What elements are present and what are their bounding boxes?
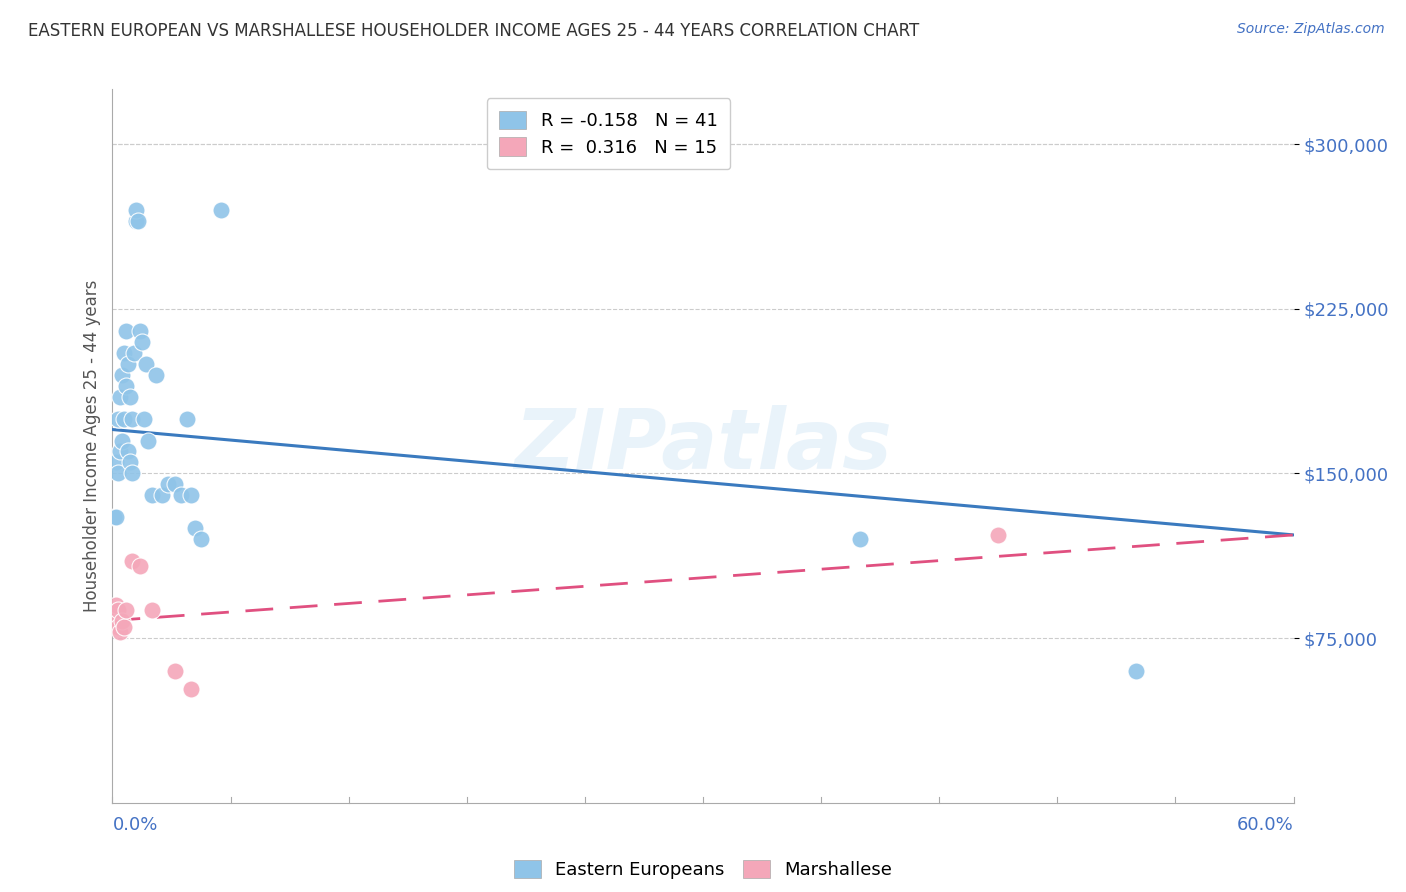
Point xyxy=(129,324,152,338)
Point xyxy=(125,202,148,217)
Point xyxy=(132,411,155,425)
Point xyxy=(121,411,143,425)
Point xyxy=(112,345,135,359)
Point xyxy=(1125,664,1147,678)
Point xyxy=(105,598,128,612)
Point xyxy=(987,528,1010,542)
Point xyxy=(131,334,153,349)
Point xyxy=(112,620,135,634)
Point xyxy=(184,521,207,535)
Point xyxy=(135,357,157,371)
Point xyxy=(110,444,132,458)
Point xyxy=(107,467,129,481)
Point xyxy=(117,357,139,371)
Point xyxy=(121,554,143,568)
Point xyxy=(110,390,132,404)
Legend: Eastern Europeans, Marshallese: Eastern Europeans, Marshallese xyxy=(506,853,900,887)
Point xyxy=(122,345,145,359)
Text: Source: ZipAtlas.com: Source: ZipAtlas.com xyxy=(1237,22,1385,37)
Point xyxy=(127,214,149,228)
Text: 60.0%: 60.0% xyxy=(1237,816,1294,834)
Point xyxy=(111,614,134,628)
Point xyxy=(156,477,179,491)
Point xyxy=(103,510,125,524)
Point xyxy=(107,602,129,616)
Point xyxy=(111,368,134,382)
Point xyxy=(141,488,163,502)
Point xyxy=(170,488,193,502)
Point xyxy=(136,434,159,448)
Text: ZIPatlas: ZIPatlas xyxy=(515,406,891,486)
Point xyxy=(107,620,129,634)
Point xyxy=(165,664,187,678)
Point xyxy=(105,615,128,630)
Text: 0.0%: 0.0% xyxy=(112,816,157,834)
Point xyxy=(112,411,135,425)
Point xyxy=(190,533,212,547)
Y-axis label: Householder Income Ages 25 - 44 years: Householder Income Ages 25 - 44 years xyxy=(83,280,101,612)
Point xyxy=(125,214,148,228)
Point xyxy=(120,390,142,404)
Point xyxy=(103,609,125,624)
Point xyxy=(120,455,142,469)
Point xyxy=(121,467,143,481)
Point xyxy=(141,602,163,616)
Point xyxy=(105,510,128,524)
Text: EASTERN EUROPEAN VS MARSHALLESE HOUSEHOLDER INCOME AGES 25 - 44 YEARS CORRELATIO: EASTERN EUROPEAN VS MARSHALLESE HOUSEHOL… xyxy=(28,22,920,40)
Point xyxy=(145,368,167,382)
Point xyxy=(107,411,129,425)
Point xyxy=(176,411,198,425)
Point xyxy=(115,324,138,338)
Point xyxy=(180,488,202,502)
Point xyxy=(115,602,138,616)
Point xyxy=(111,434,134,448)
Point xyxy=(209,202,232,217)
Point xyxy=(180,681,202,696)
Point xyxy=(165,477,187,491)
Point xyxy=(849,533,872,547)
Point xyxy=(129,558,152,573)
Point xyxy=(150,488,173,502)
Point xyxy=(105,455,128,469)
Point xyxy=(110,624,132,639)
Point xyxy=(117,444,139,458)
Point xyxy=(115,378,138,392)
